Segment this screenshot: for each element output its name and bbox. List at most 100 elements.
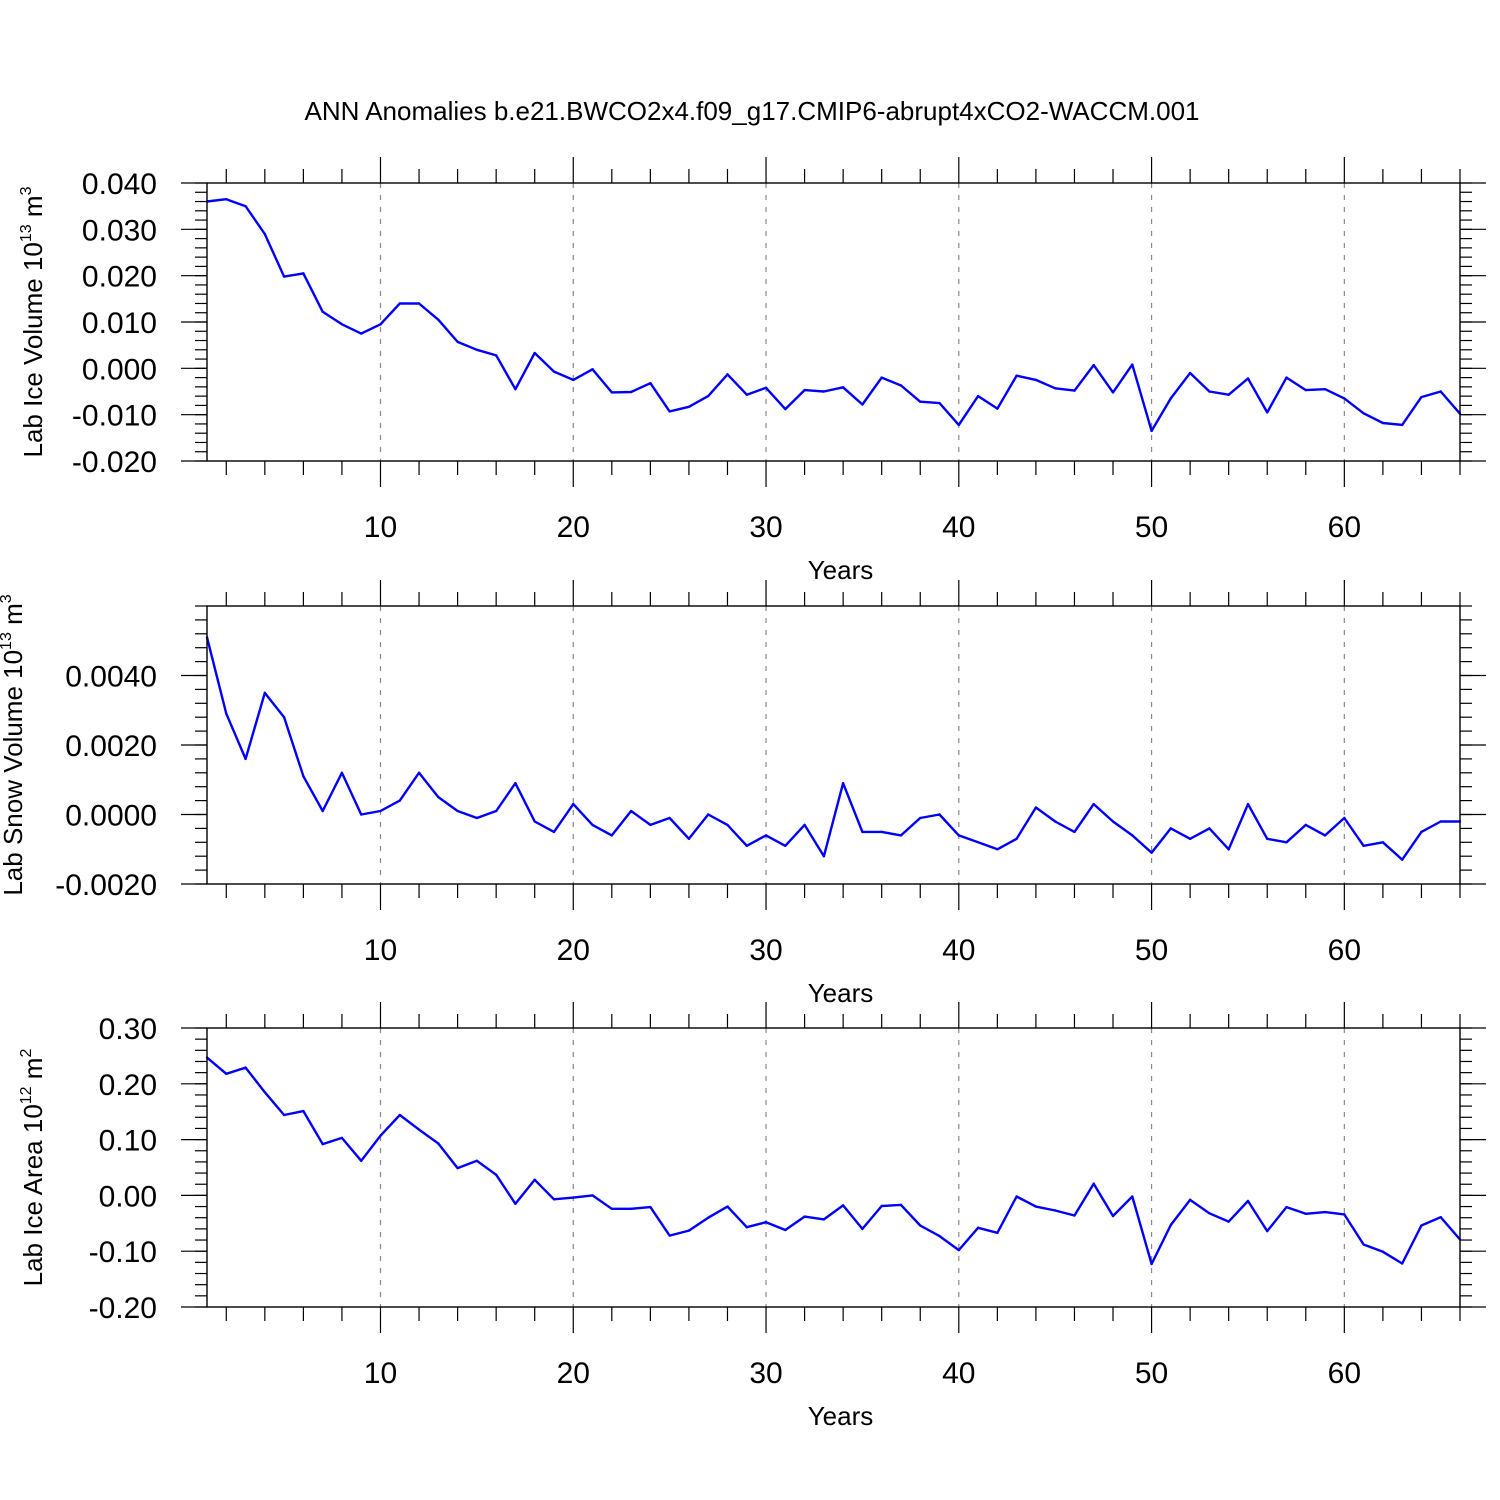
data-point <box>784 1228 787 1232</box>
data-point <box>803 823 806 827</box>
data-point <box>880 376 883 379</box>
x-tick-label: 60 <box>1328 1357 1361 1390</box>
data-point <box>1304 388 1307 392</box>
data-point <box>668 1234 671 1237</box>
data-point <box>514 1202 517 1205</box>
data-point <box>552 830 556 834</box>
data-point <box>263 1090 267 1094</box>
data-point <box>1131 834 1134 837</box>
lab-ice-volume-panel: -0.020 -0.010 0.000 0.010 0.020 0.030 0.040 10 2… <box>18 157 1486 585</box>
data-point <box>417 302 421 305</box>
plot-frame <box>206 605 1461 885</box>
data-point <box>340 771 344 774</box>
data-point <box>1188 1198 1192 1202</box>
data-point <box>1034 378 1038 382</box>
data-point <box>784 844 787 847</box>
data-point <box>861 1227 864 1231</box>
data-point <box>591 368 594 371</box>
data-point <box>572 378 575 382</box>
data-point <box>1034 1205 1038 1208</box>
data-point <box>1073 389 1076 392</box>
x-axis-title: Years <box>808 978 874 1008</box>
data-point <box>1246 1199 1250 1203</box>
data-point <box>1131 1195 1134 1198</box>
data-point <box>379 809 382 813</box>
y-tick-label: 0.00 <box>99 1180 157 1213</box>
data-point <box>610 1207 614 1210</box>
data-point <box>514 387 517 391</box>
data-point <box>1246 377 1250 380</box>
lab-ice-area-panel: -0.20 -0.10 0.00 0.10 0.20 0.30 10 20 30 40 50 60 Ye… <box>18 1002 1486 1431</box>
data-point <box>1304 1212 1307 1216</box>
data-point <box>437 318 440 321</box>
data-point <box>263 232 267 236</box>
data-point <box>610 834 614 837</box>
data-point <box>1285 376 1288 379</box>
data-point <box>1131 363 1134 366</box>
data-point <box>437 1142 440 1145</box>
y-tick-label: 0.0000 <box>65 800 157 833</box>
data-point <box>726 823 729 827</box>
data-point <box>707 394 710 398</box>
data-point <box>282 275 286 278</box>
data-point <box>1208 827 1211 830</box>
data-point <box>1362 844 1365 847</box>
y-tick-label: -0.10 <box>89 1236 157 1269</box>
data-point <box>1343 397 1346 400</box>
data-point <box>282 1113 286 1117</box>
data-point <box>822 390 826 393</box>
data-point <box>591 1194 594 1197</box>
x-tick-label: 40 <box>942 934 975 967</box>
data-point <box>1111 391 1115 394</box>
data-point <box>456 340 459 344</box>
data-point <box>1015 374 1018 377</box>
data-point <box>244 204 247 208</box>
data-point <box>1092 1182 1095 1185</box>
data-point <box>1420 830 1423 834</box>
data-point <box>321 809 324 813</box>
data-point <box>726 1205 729 1208</box>
data-point <box>282 716 286 719</box>
data-point <box>302 1109 305 1113</box>
y-tick-label: 0.030 <box>82 214 157 247</box>
data-point <box>1381 1250 1385 1253</box>
data-point <box>1323 834 1327 837</box>
series-line <box>205 637 1460 861</box>
data-point <box>938 813 941 816</box>
y-tick-label: 0.000 <box>82 353 157 386</box>
data-point <box>899 384 903 387</box>
data-point <box>726 373 729 376</box>
data-point <box>938 401 941 405</box>
x-tick-label: 20 <box>557 511 590 544</box>
data-point <box>1343 816 1346 820</box>
data-point <box>764 834 768 837</box>
x-tick-label: 30 <box>749 934 782 967</box>
data-point <box>880 1204 883 1208</box>
data-point <box>437 795 440 799</box>
data-point <box>803 388 806 392</box>
data-point <box>919 816 922 820</box>
y-axis-title: Lab Ice Area 1012 m2 <box>18 1049 48 1287</box>
data-point <box>475 816 479 820</box>
data-point <box>1208 390 1211 393</box>
data-point <box>494 809 498 813</box>
data-point <box>629 809 633 813</box>
data-point <box>1285 841 1288 844</box>
data-point <box>533 1178 536 1181</box>
data-point <box>1208 1212 1211 1215</box>
data-point <box>1304 823 1307 827</box>
data-point <box>745 844 748 847</box>
data-point <box>475 1159 479 1163</box>
data-point <box>1150 851 1153 854</box>
data-point <box>398 302 401 305</box>
data-point <box>225 198 228 201</box>
data-point <box>494 1173 498 1176</box>
data-point <box>687 837 691 841</box>
data-point <box>841 386 845 389</box>
x-tick-label: 30 <box>749 511 782 544</box>
y-axis-title: Lab Snow Volume 1013 m3 <box>0 594 28 895</box>
x-tick-label: 30 <box>749 1357 782 1390</box>
data-point <box>1343 1213 1346 1216</box>
series-line <box>206 1056 1461 1266</box>
data-point <box>360 332 363 335</box>
